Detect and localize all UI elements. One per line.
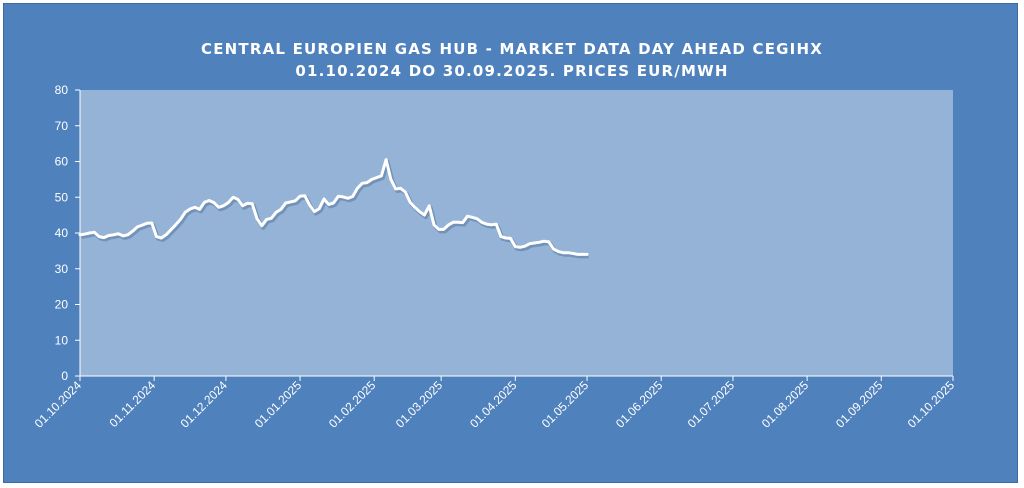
y-tick-label: 80	[55, 83, 69, 97]
y-tick-label: 20	[55, 298, 69, 312]
x-tick-label: 01.01.2025	[252, 378, 305, 431]
plot-area	[80, 90, 953, 376]
series-layer	[78, 158, 589, 259]
x-axis: 01.10.2024 01.11.2024 01.12.2024 01.01.2025…	[32, 375, 958, 431]
y-tick-label: 30	[55, 262, 69, 276]
y-tick-label: 70	[55, 119, 69, 133]
y-axis: 0 10 20 30 40 50 60 70 80	[55, 83, 81, 383]
x-tick-label: 01.04.2025	[467, 378, 520, 431]
x-tick-label: 01.05.2025	[539, 378, 592, 431]
x-tick-label: 01.02.2025	[326, 378, 379, 431]
x-tick-label: 01.08.2025	[759, 378, 812, 431]
chart-title-line-2: 01.10.2024 DO 30.09.2025. PRICES EUR/MWH	[295, 62, 729, 80]
x-tick-label: 01.11.2024	[107, 378, 159, 430]
chart-title-line-1: CENTRAL EUROPIEN GAS HUB - MARKET DATA D…	[201, 40, 823, 58]
x-tick-label: 01.12.2024	[178, 378, 231, 431]
series-line	[78, 158, 589, 256]
x-tick-label: 01.06.2025	[613, 378, 666, 431]
y-tick-label: 50	[55, 190, 69, 204]
y-tick-label: 40	[55, 226, 69, 240]
x-tick-label: 01.03.2025	[393, 378, 446, 431]
x-tick-label: 01.10.2024	[32, 378, 85, 431]
y-tick-label: 0	[61, 369, 68, 383]
x-tick-label: 01.09.2025	[833, 378, 886, 431]
y-tick-label: 60	[55, 155, 69, 169]
y-tick-label: 10	[55, 333, 69, 347]
x-tick-label: 01.10.2025	[905, 378, 958, 431]
x-tick-label: 01.07.2025	[685, 378, 738, 431]
